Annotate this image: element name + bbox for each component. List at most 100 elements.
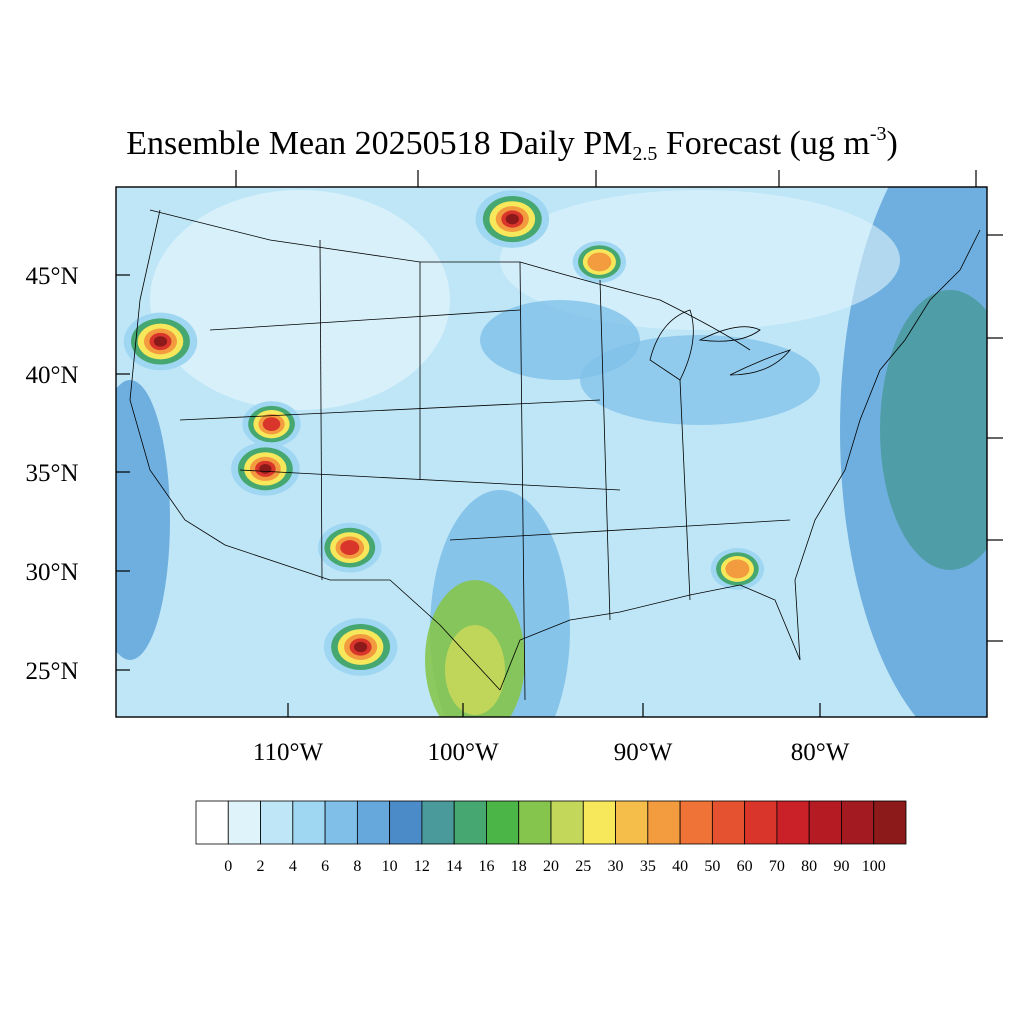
colorbar-label: 35 — [640, 858, 656, 875]
boundary-line — [319, 239, 323, 581]
clean-air-north — [500, 190, 900, 330]
hotspot-idaho-oregon-spot — [123, 312, 198, 371]
hotspot-new-mexico-spot — [318, 522, 382, 573]
colorbar-swatch — [744, 800, 778, 845]
colorbar-label: 16 — [478, 858, 494, 875]
axis-ticks — [116, 170, 1003, 717]
colorbar-label: 80 — [801, 858, 817, 875]
colorbar-swatch — [292, 800, 326, 845]
colorbar — [195, 800, 907, 845]
boundary-line — [698, 326, 761, 342]
lat-tick-label: 35°N — [25, 460, 78, 487]
colorbar-swatch — [841, 800, 875, 845]
colorbar-label: 14 — [446, 858, 462, 875]
colorbar-swatch — [453, 800, 487, 845]
boundary-line — [794, 229, 981, 661]
colorbar-swatch — [260, 800, 294, 845]
lat-tick-label: 30°N — [25, 559, 78, 586]
boundary-line — [129, 209, 226, 546]
boundary-line — [149, 209, 520, 263]
boundary-line — [239, 469, 621, 491]
boundary-line — [519, 261, 526, 701]
colorbar-label: 8 — [353, 858, 361, 875]
colorbar-swatch — [389, 800, 423, 845]
colorbar-swatch — [486, 800, 520, 845]
colorbar-label: 4 — [289, 858, 297, 875]
colorbar-swatch — [679, 800, 713, 845]
hotspot-arizona-spot — [231, 442, 300, 496]
colorbar-label: 20 — [543, 858, 559, 875]
colorbar-swatch — [776, 800, 810, 845]
lon-tick-label: 100°W — [427, 739, 498, 766]
hotspot-contour — [153, 336, 168, 347]
state-borders — [129, 209, 981, 701]
colorbar-swatch — [356, 800, 391, 845]
boundary-line — [224, 544, 501, 691]
colorbar-label: 90 — [833, 858, 849, 875]
boundary-line — [449, 519, 791, 541]
colorbar-swatch — [873, 800, 907, 845]
pm25-field — [116, 187, 987, 717]
clean-air-northwest — [150, 190, 450, 410]
colorbar-swatch — [582, 800, 616, 845]
hotspot-contour — [340, 540, 360, 556]
hotspot-contour — [725, 559, 750, 579]
boundary-line — [729, 349, 792, 376]
map-area — [116, 187, 987, 717]
lon-tick-label: 90°W — [614, 739, 673, 766]
colorbar-swatch — [421, 800, 455, 845]
hotspot-contour — [259, 464, 272, 474]
hotspot-utah-spot — [242, 401, 301, 448]
colorbar-label: 10 — [382, 858, 398, 875]
map-title: Ensemble Mean 20250518 Daily PM2.5 Forec… — [126, 123, 898, 165]
hotspot-northern-mexico-spot — [323, 618, 398, 676]
hotspot-florida-georgia-spot — [710, 548, 765, 590]
boundary-line — [499, 584, 801, 691]
colorbar-labels: 0 2 4 6 8 10 12 14 16 18 20 25 30 35 40 50 60 70 80 90 100 — [224, 858, 885, 875]
boundary-line — [649, 309, 694, 381]
lon-tick-label: 110°W — [253, 739, 324, 766]
colorbar-swatch — [195, 800, 229, 845]
colorbar-label: 0 — [224, 858, 232, 875]
colorbar-swatch — [647, 800, 681, 845]
colorbar-label: 60 — [737, 858, 753, 875]
hotspot-contour — [505, 213, 519, 225]
texas-plume-core — [445, 625, 505, 715]
colorbar-swatch — [518, 800, 552, 845]
colorbar-swatch — [808, 800, 842, 845]
colorbar-label: 2 — [257, 858, 265, 875]
colorbar-label: 25 — [575, 858, 591, 875]
lat-tick-label: 25°N — [25, 658, 78, 685]
boundary-line — [209, 309, 521, 331]
boundary-line — [519, 261, 751, 351]
colorbar-label: 50 — [704, 858, 720, 875]
axis-tick-labels: 45°N 40°N 35°N 30°N 25°N 110°W 100°W 90°W 80°W — [25, 263, 849, 766]
lon-tick-label: 80°W — [791, 739, 850, 766]
lat-tick-label: 40°N — [25, 362, 78, 389]
colorbar-label: 70 — [769, 858, 785, 875]
colorbar-swatch — [324, 800, 358, 845]
hotspot-contour — [587, 252, 612, 272]
lat-tick-label: 45°N — [25, 263, 78, 290]
colorbar-label: 18 — [511, 858, 527, 875]
colorbar-swatch — [615, 800, 649, 845]
colorbar-swatch — [711, 800, 746, 845]
colorbar-label: 100 — [862, 858, 886, 875]
colorbar-swatch — [550, 800, 584, 845]
boundary-line — [599, 279, 611, 621]
hotspot-minnesota-north-dakota-plume — [475, 190, 550, 248]
colorbar-swatch — [227, 800, 261, 845]
colorbar-label: 12 — [414, 858, 430, 875]
hotspot-wisconsin-spot — [572, 241, 627, 283]
great-lakes-haze — [580, 335, 820, 425]
boundary-line — [179, 399, 601, 421]
atlantic-haze-core — [880, 290, 987, 570]
boundary-line — [679, 379, 691, 601]
hotspot-contour — [353, 641, 368, 653]
map-frame — [115, 186, 988, 718]
colorbar-label: 30 — [608, 858, 624, 875]
pacific-haze — [116, 380, 170, 660]
hotspot-contour — [262, 417, 281, 432]
colorbar-label: 40 — [672, 858, 688, 875]
